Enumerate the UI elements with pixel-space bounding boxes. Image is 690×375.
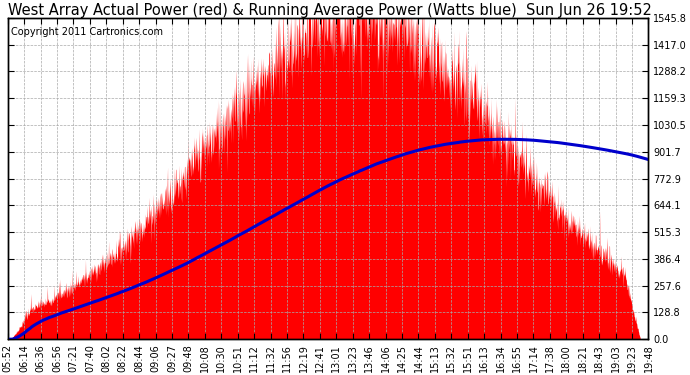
Text: Copyright 2011 Cartronics.com: Copyright 2011 Cartronics.com <box>11 27 163 38</box>
Text: West Array Actual Power (red) & Running Average Power (Watts blue)  Sun Jun 26 1: West Array Actual Power (red) & Running … <box>8 3 651 18</box>
